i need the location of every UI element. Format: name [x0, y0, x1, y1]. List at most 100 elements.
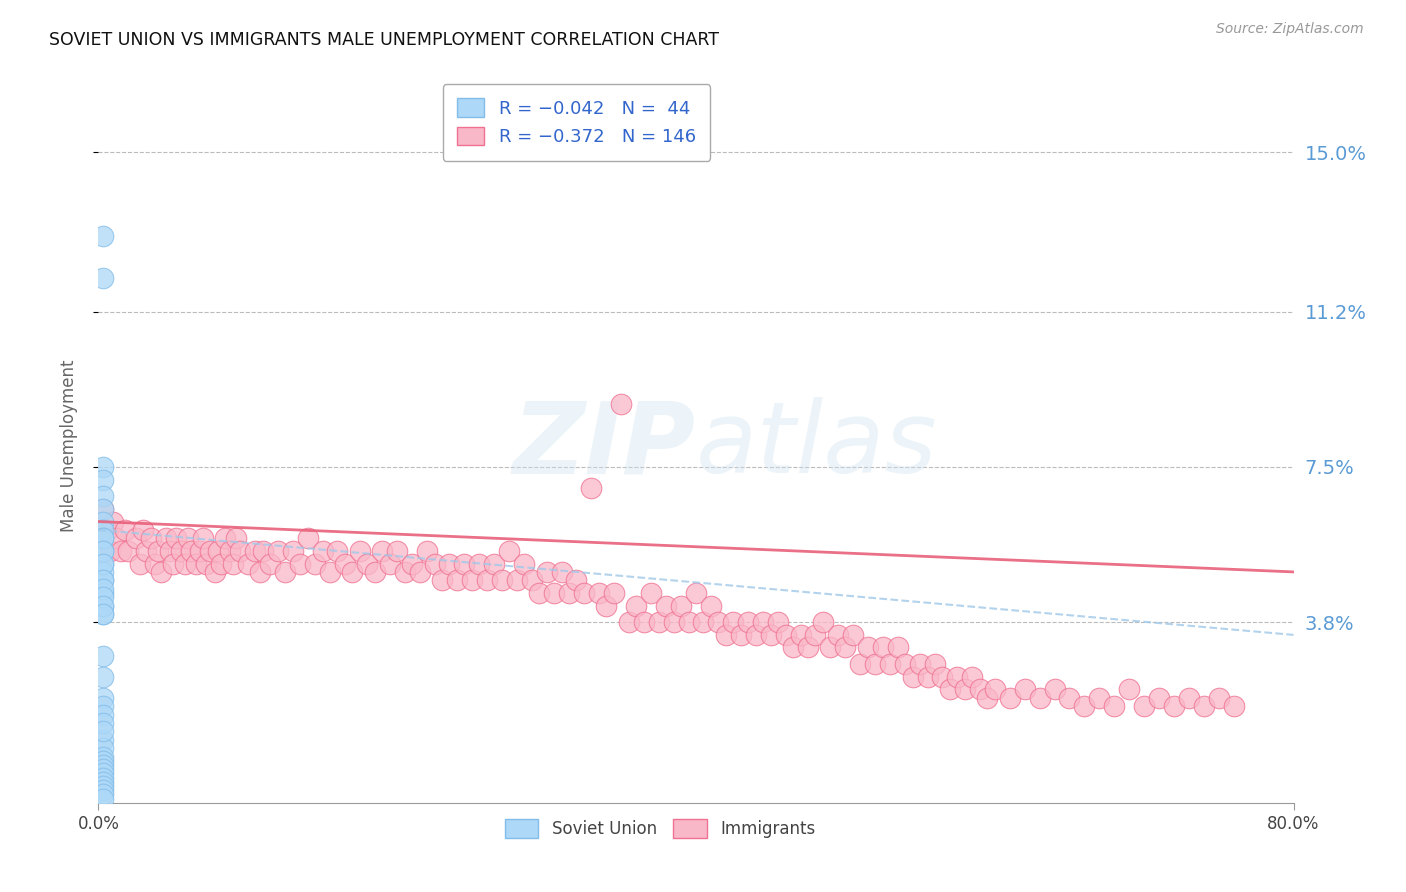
Point [572, 586, 595, 600]
Point [633, 615, 655, 630]
Point [1147, 690, 1170, 705]
Point [865, 657, 887, 672]
Point [394, 565, 416, 579]
Point [759, 628, 782, 642]
Text: Source: ZipAtlas.com: Source: ZipAtlas.com [1216, 22, 1364, 37]
Point [204, 565, 226, 579]
Point [91, 574, 114, 588]
Point [856, 640, 879, 655]
Point [91, 758, 114, 772]
Point [288, 557, 311, 571]
Point [249, 565, 271, 579]
Point [588, 586, 610, 600]
Point [150, 565, 173, 579]
Point [159, 544, 181, 558]
Point [219, 544, 242, 558]
Point [811, 615, 834, 630]
Point [1059, 690, 1081, 705]
Point [931, 670, 953, 684]
Point [91, 599, 114, 613]
Point [603, 586, 626, 600]
Point [91, 502, 114, 516]
Point [969, 682, 991, 697]
Point [91, 762, 114, 776]
Point [678, 615, 700, 630]
Point [162, 557, 184, 571]
Point [91, 766, 114, 780]
Point [513, 557, 536, 571]
Point [91, 582, 114, 596]
Point [135, 544, 157, 558]
Point [91, 607, 114, 621]
Point [91, 557, 114, 571]
Point [894, 657, 917, 672]
Point [962, 670, 984, 684]
Point [91, 707, 114, 722]
Point [180, 544, 202, 558]
Point [804, 628, 827, 642]
Point [214, 532, 236, 546]
Point [91, 532, 114, 546]
Point [461, 574, 484, 588]
Point [423, 557, 446, 571]
Point [917, 670, 939, 684]
Point [565, 574, 588, 588]
Point [139, 532, 162, 546]
Point [222, 557, 245, 571]
Point [274, 565, 297, 579]
Point [143, 557, 166, 571]
Point [872, 640, 894, 655]
Point [364, 565, 387, 579]
Point [775, 628, 797, 642]
Point [647, 615, 669, 630]
Point [169, 544, 191, 558]
Point [827, 628, 849, 642]
Point [782, 640, 804, 655]
Point [707, 615, 730, 630]
Point [558, 586, 581, 600]
Point [267, 544, 290, 558]
Point [91, 716, 114, 731]
Point [326, 544, 349, 558]
Point [91, 544, 114, 558]
Point [91, 599, 114, 613]
Point [132, 523, 155, 537]
Point [939, 682, 962, 697]
Point [745, 628, 768, 642]
Point [953, 682, 976, 697]
Point [333, 557, 356, 571]
Point [1104, 699, 1126, 714]
Point [91, 557, 114, 571]
Point [91, 502, 114, 516]
Point [200, 544, 222, 558]
Point [91, 515, 114, 529]
Point [439, 557, 461, 571]
Point [543, 586, 565, 600]
Point [91, 779, 114, 793]
Point [834, 640, 856, 655]
Point [91, 473, 114, 487]
Point [640, 586, 662, 600]
Point [91, 523, 114, 537]
Point [908, 657, 931, 672]
Point [236, 557, 259, 571]
Point [1163, 699, 1185, 714]
Point [91, 271, 114, 285]
Point [669, 599, 692, 613]
Point [849, 657, 872, 672]
Point [506, 574, 529, 588]
Point [91, 791, 114, 805]
Point [91, 732, 114, 747]
Point [924, 657, 946, 672]
Point [550, 565, 572, 579]
Y-axis label: Male Unemployment: Male Unemployment [59, 359, 77, 533]
Point [1178, 690, 1201, 705]
Point [842, 628, 865, 642]
Point [595, 599, 617, 613]
Point [378, 557, 401, 571]
Point [91, 574, 114, 588]
Point [91, 460, 114, 475]
Point [297, 532, 319, 546]
Point [91, 590, 114, 604]
Point [125, 532, 148, 546]
